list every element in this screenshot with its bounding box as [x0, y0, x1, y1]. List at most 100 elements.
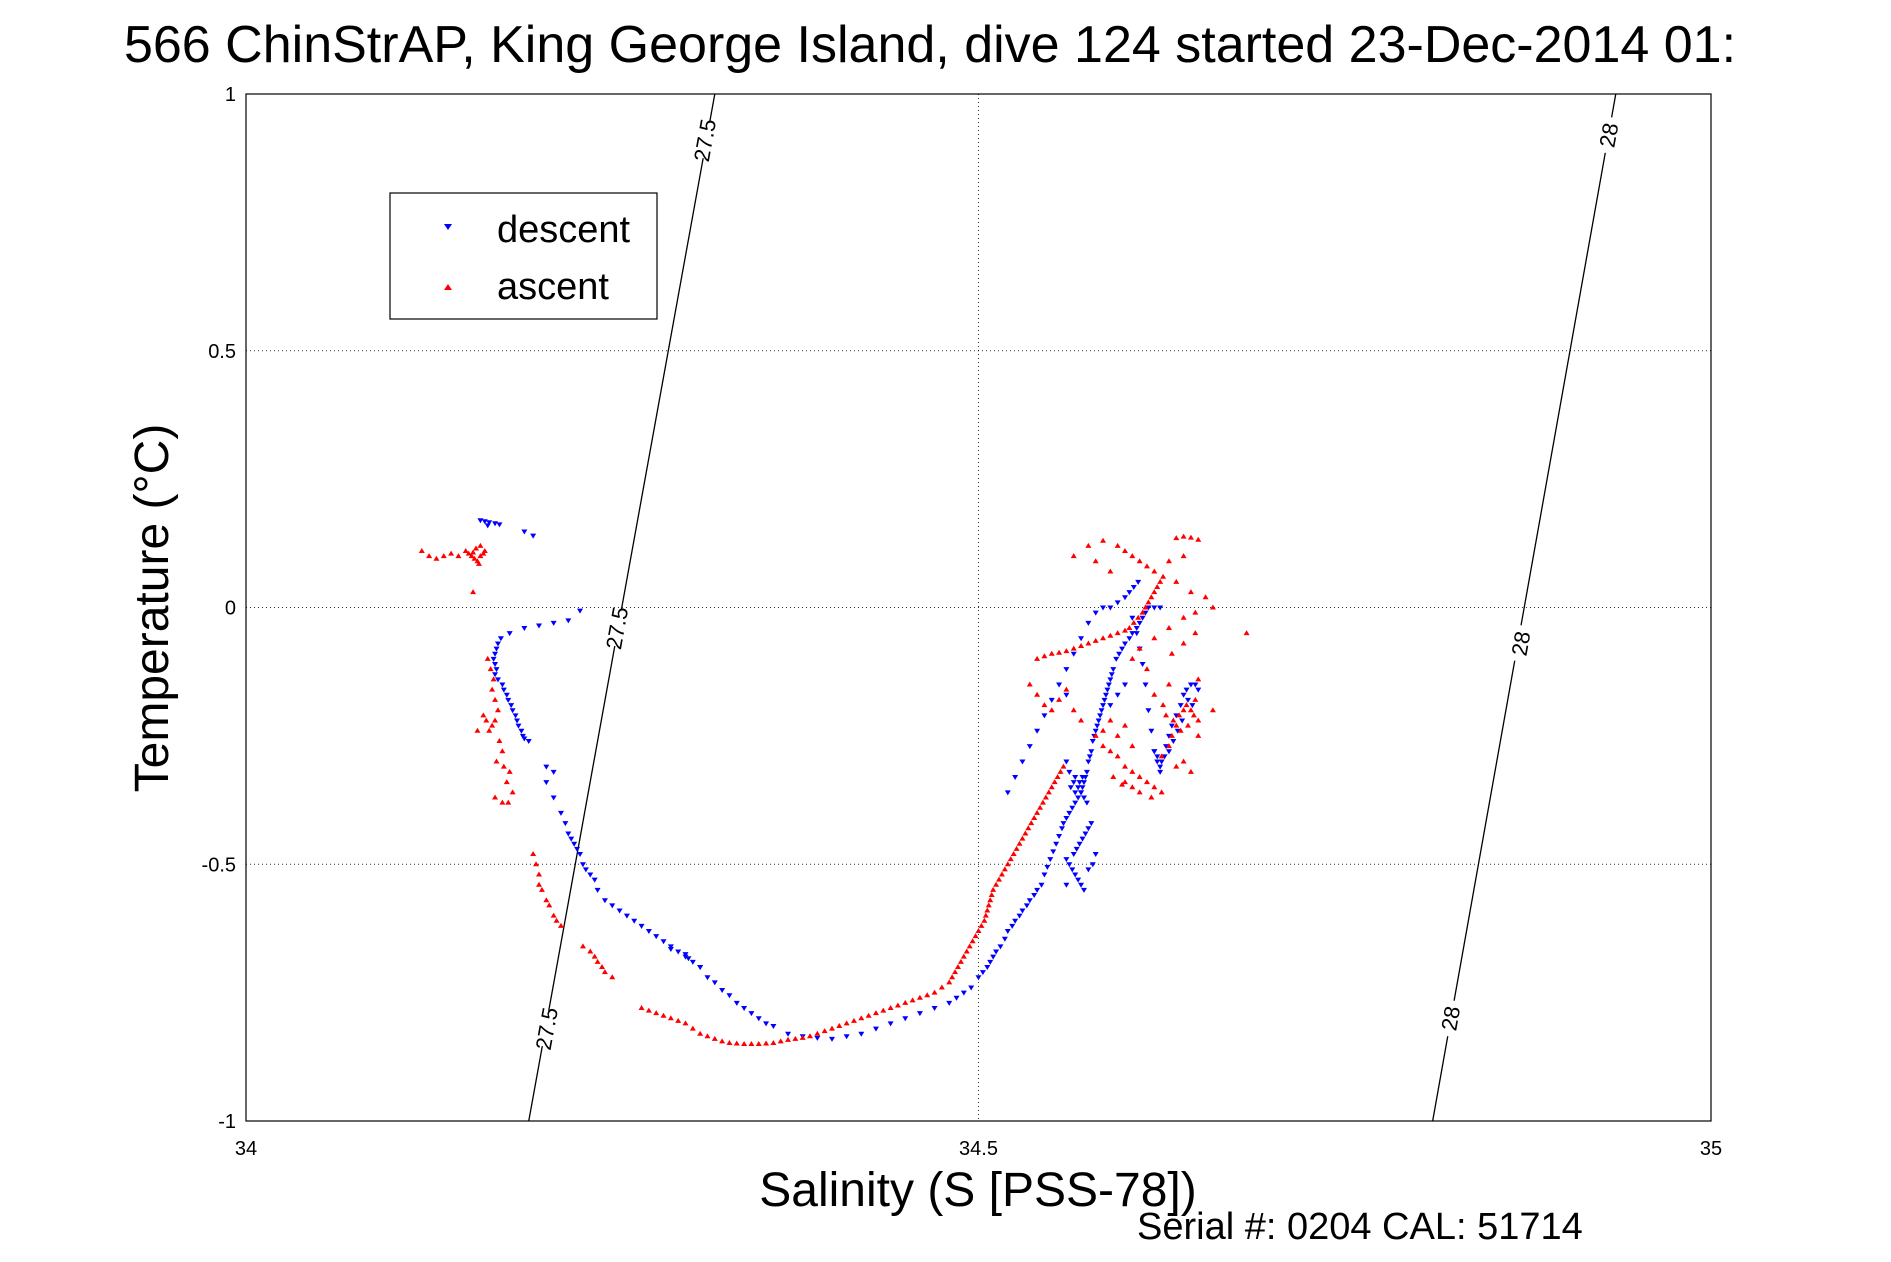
ascent-point — [1078, 643, 1085, 649]
y-tick-label: 0.5 — [208, 341, 236, 363]
legend-box — [389, 192, 658, 320]
descent-point — [1019, 759, 1026, 765]
descent-point — [1083, 769, 1090, 775]
ascent-point — [1048, 650, 1055, 656]
contour-label-bg — [1433, 998, 1468, 1039]
descent-point — [1092, 610, 1099, 616]
ascent-point — [1107, 632, 1114, 638]
descent-point — [1122, 641, 1128, 647]
ascent-point — [894, 1002, 901, 1008]
y-tick-label: 0 — [225, 598, 236, 620]
descent-point — [1044, 864, 1051, 870]
contour-label: 28 — [1507, 629, 1536, 657]
descent-point — [623, 913, 630, 919]
ascent-point — [1013, 845, 1020, 851]
descent-point — [1060, 821, 1067, 827]
descent-point — [525, 739, 532, 745]
descent-point — [579, 862, 586, 868]
ascent-point — [506, 768, 513, 774]
descent-point — [968, 985, 975, 991]
ascent-point — [1173, 763, 1180, 769]
ascent-point — [887, 1005, 894, 1011]
descent-point — [571, 841, 578, 847]
ascent-point — [1195, 536, 1202, 542]
descent-point — [1094, 723, 1101, 729]
descent-point — [1095, 718, 1102, 724]
descent-point — [490, 656, 497, 662]
descent-point — [1107, 703, 1114, 709]
ascent-point — [1173, 535, 1180, 541]
descent-point — [1133, 631, 1140, 637]
ascent-point — [546, 902, 553, 908]
descent-point — [1145, 605, 1152, 611]
ascent-point — [587, 948, 594, 954]
descent-point — [1072, 800, 1079, 806]
descent-point — [1076, 841, 1083, 847]
descent-point — [494, 677, 501, 683]
ascent-point — [1045, 789, 1052, 795]
ascent-point — [938, 984, 945, 990]
descent-point — [953, 995, 960, 1001]
descent-point — [1092, 728, 1099, 734]
contour-label-bg — [687, 120, 722, 161]
contour-label-bg — [529, 1008, 564, 1049]
ascent-point — [711, 1035, 718, 1041]
ascent-point — [1100, 727, 1107, 733]
ascent-point — [990, 886, 997, 892]
descent-point — [587, 872, 594, 878]
descent-point — [1108, 672, 1115, 678]
descent-point — [1069, 805, 1076, 811]
descent-point — [477, 518, 484, 524]
ascent-point — [505, 799, 512, 805]
ascent-point — [1190, 712, 1197, 718]
ascent-point — [1165, 625, 1172, 631]
descent-point — [1129, 631, 1136, 637]
descent-point — [1177, 703, 1184, 709]
descent-point — [543, 764, 550, 770]
descent-point — [486, 520, 493, 526]
ascent-point — [1158, 753, 1165, 759]
ascent-point — [931, 989, 938, 995]
descent-point — [492, 672, 499, 678]
descent-point — [843, 1034, 850, 1040]
descent-point — [726, 993, 733, 999]
descent-point — [704, 975, 711, 981]
descent-point — [1101, 697, 1108, 703]
ascent-point — [957, 958, 964, 964]
ascent-point — [969, 938, 976, 944]
ascent-point — [966, 943, 973, 949]
descent-point — [1187, 682, 1194, 688]
descent-point — [1157, 769, 1164, 775]
ascent-point — [1092, 637, 1099, 643]
descent-point — [494, 641, 501, 647]
descent-point — [1151, 749, 1158, 755]
ascent-point — [1163, 712, 1170, 718]
descent-point — [1158, 759, 1165, 765]
x-tick-label: 34 — [235, 1138, 257, 1160]
descent-point — [1066, 862, 1073, 868]
descent-point — [1089, 862, 1096, 868]
ascent-point — [1180, 614, 1187, 620]
descent-point — [1100, 605, 1107, 611]
legend-ascent-label: ascent — [497, 266, 609, 308]
descent-point — [1089, 739, 1096, 745]
descent-point — [500, 687, 507, 693]
ascent-point — [872, 1010, 879, 1016]
ascent-point — [1151, 635, 1158, 641]
descent-point — [509, 708, 516, 714]
ascent-point — [1187, 707, 1194, 713]
ascent-point — [1122, 779, 1128, 785]
ascent-point — [1122, 763, 1128, 769]
descent-point — [645, 929, 652, 935]
descent-point — [1145, 708, 1152, 714]
ascent-point — [850, 1017, 857, 1023]
descent-point — [1070, 651, 1077, 657]
x-axis-label: Salinity (S [PSS-78]) — [759, 1164, 1196, 1217]
ascent-point — [598, 963, 605, 969]
ascent-point — [489, 686, 496, 692]
ascent-point — [1122, 548, 1128, 554]
serial-cal-footer: Serial #: 0204 CAL: 51714 — [1137, 1206, 1583, 1248]
ascent-point — [1192, 696, 1199, 702]
descent-point — [1102, 692, 1109, 698]
ascent-point — [1051, 779, 1058, 785]
